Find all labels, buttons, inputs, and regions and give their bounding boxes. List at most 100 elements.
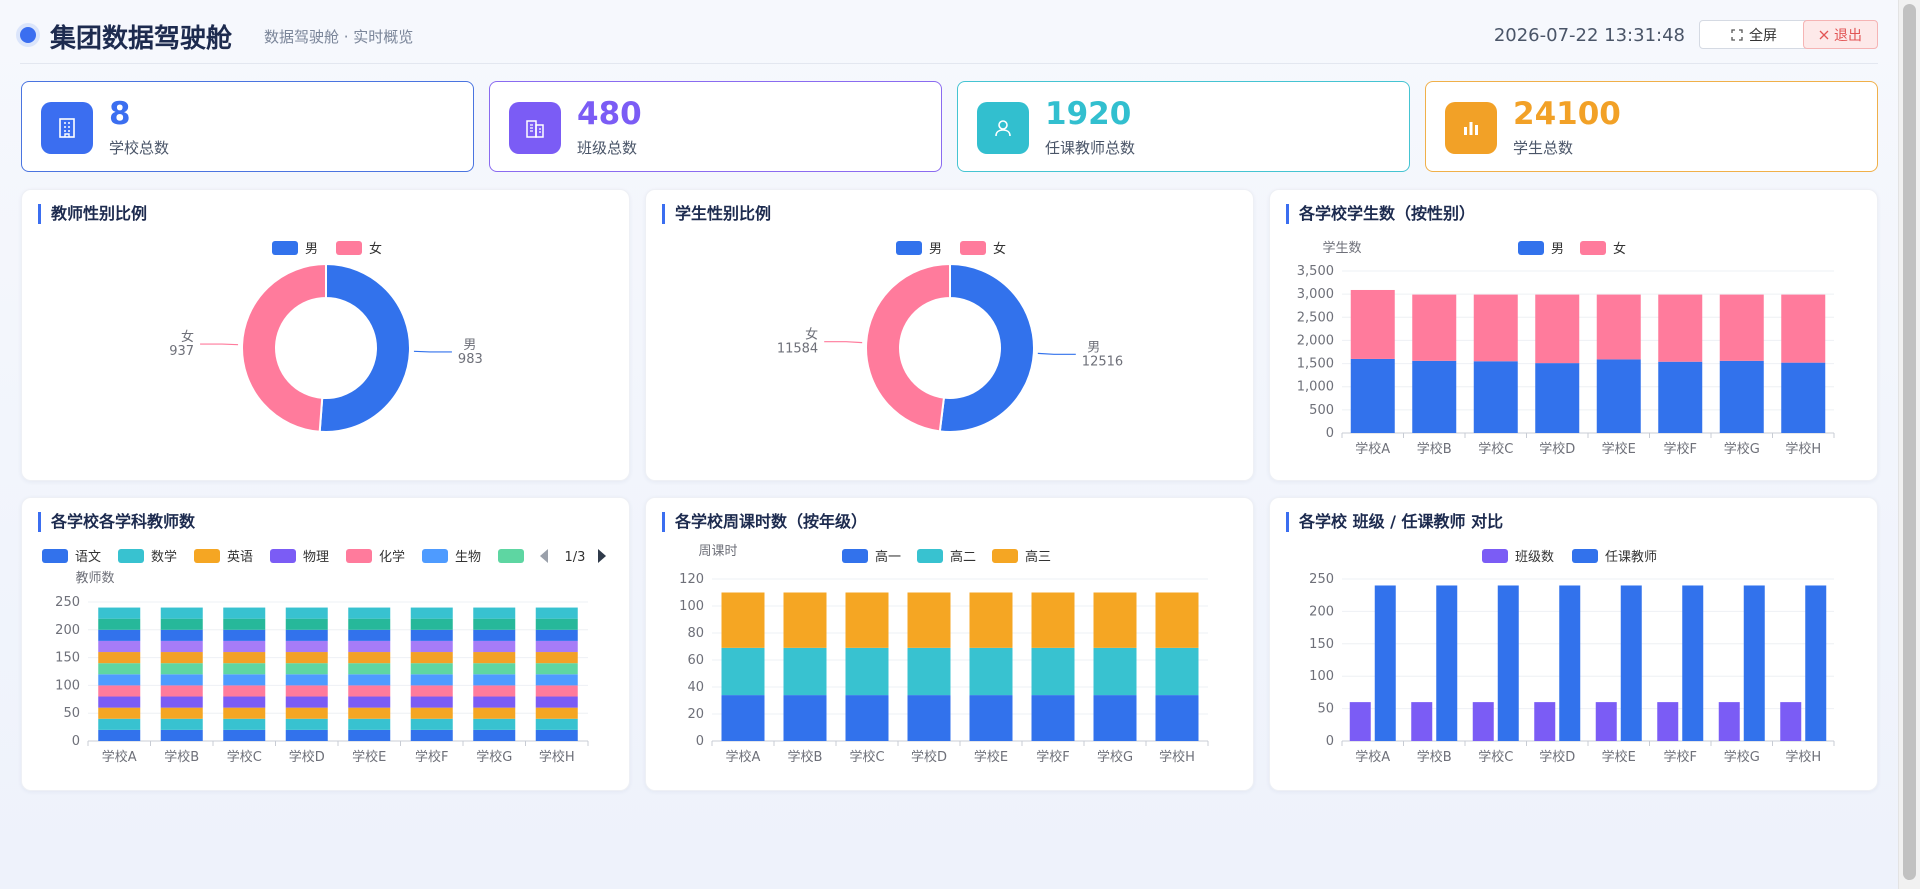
bar-segment — [721, 647, 765, 696]
bar-segment — [223, 685, 266, 697]
bar-segment — [410, 629, 453, 641]
bar-segment — [969, 592, 1013, 648]
bar-segment — [1093, 695, 1137, 741]
x-tick-label: 学校E — [1602, 749, 1636, 765]
bar-segment — [473, 607, 516, 619]
bar-segment — [473, 674, 516, 686]
bar-segment — [1031, 647, 1075, 696]
bar-segment — [1658, 361, 1703, 433]
stat-card-teachers: 1920 任课教师总数 — [957, 81, 1410, 172]
close-icon — [1819, 30, 1829, 39]
x-tick-label: 学校F — [415, 749, 448, 765]
x-tick-label: 学校G — [1097, 749, 1133, 765]
bar-segment — [1781, 294, 1826, 363]
bar-segment — [160, 663, 203, 675]
bar-segment — [98, 707, 141, 719]
bar-segment — [535, 607, 578, 619]
bar — [1472, 702, 1494, 741]
stat-value: 8 — [109, 96, 131, 132]
stat-value: 480 — [577, 96, 642, 132]
bar-segment — [98, 729, 141, 741]
bar-segment — [223, 674, 266, 686]
bar-segment — [721, 592, 765, 648]
legend-label: 英语 — [227, 550, 253, 565]
pie-label-line — [824, 341, 863, 344]
legend-label: 语文 — [75, 550, 101, 565]
legend-female-swatch — [960, 241, 986, 255]
teacher-gender-chart: 男女男983女937 — [169, 241, 483, 433]
bar-segment — [535, 729, 578, 741]
bar-segment — [285, 729, 328, 741]
bar-segment — [907, 647, 951, 696]
y-tick-label: 50 — [63, 706, 80, 721]
bar-segment — [223, 718, 266, 730]
panel-title: 学生性别比例 — [662, 204, 771, 224]
y-tick-label: 150 — [55, 651, 80, 666]
legend-next-icon — [598, 549, 606, 563]
y-tick-label: 100 — [55, 678, 80, 693]
legend-g3-swatch — [992, 549, 1018, 563]
y-tick-label: 3,500 — [1297, 264, 1334, 279]
bar-segment — [160, 629, 203, 641]
bar-segment — [98, 674, 141, 686]
x-tick-label: 学校H — [1785, 441, 1821, 457]
bar-segment — [1031, 592, 1075, 648]
fullscreen-button[interactable]: 全屏 — [1699, 20, 1809, 49]
bar — [1374, 585, 1396, 741]
bar-segment — [285, 663, 328, 675]
bar — [1411, 702, 1433, 741]
vertical-scrollbar[interactable] — [1898, 0, 1920, 889]
legend-female-label: 女 — [369, 241, 382, 257]
y-tick-label: 2,000 — [1297, 333, 1334, 348]
student-gender-chart: 男女男12516女11584 — [777, 241, 1123, 433]
stat-label: 班级总数 — [577, 139, 638, 157]
pie-label-value: 983 — [458, 352, 483, 367]
bar-segment — [410, 685, 453, 697]
bar-segment — [348, 685, 391, 697]
bar — [1682, 585, 1704, 741]
datetime-display: 2026-07-22 13:31:48 — [1493, 25, 1685, 46]
bar-segment — [1350, 358, 1395, 433]
bar-segment — [223, 707, 266, 719]
panel-subject-teachers: 语文 数学 英语 物理 化学 生物 1/3 教师数 0 50 100 150 200 250 学校A 学校B 学… — [21, 497, 630, 791]
stat-value: 24100 — [1513, 96, 1621, 132]
bar — [1559, 585, 1581, 741]
panel-title: 各学校学生数（按性别） — [1286, 204, 1475, 224]
bar-segment — [160, 652, 203, 664]
bar — [1805, 585, 1827, 741]
legend-teachers-swatch — [1572, 549, 1598, 563]
panel-title: 各学校 班级 / 任课教师 对比 — [1286, 512, 1503, 532]
bar-segment — [969, 647, 1013, 696]
y-tick-label: 40 — [687, 680, 704, 695]
pie-label-value: 937 — [169, 344, 194, 359]
x-tick-label: 学校F — [1664, 749, 1697, 765]
bar-segment — [160, 696, 203, 708]
exit-button[interactable]: 退出 — [1803, 20, 1878, 49]
bar-segment — [348, 618, 391, 630]
bar-segment — [845, 592, 889, 648]
legend-female-label: 女 — [1613, 241, 1626, 257]
bar-segment — [160, 685, 203, 697]
x-tick-label: 学校G — [476, 749, 512, 765]
x-tick-label: 学校C — [1478, 749, 1513, 765]
bar-segment — [348, 696, 391, 708]
legend-male-label: 男 — [929, 242, 942, 257]
bar-segment — [348, 674, 391, 686]
x-tick-label: 学校B — [788, 749, 823, 765]
panel-teacher-gender: 男女男 983 女 937 教师性别比例 — [21, 189, 630, 481]
y-axis-title: 学生数 — [1322, 240, 1361, 256]
bar-segment — [1781, 362, 1826, 433]
bar-segment — [160, 707, 203, 719]
y-tick-label: 100 — [679, 599, 704, 614]
x-tick-label: 学校C — [1478, 441, 1513, 457]
bar-segment — [285, 629, 328, 641]
scrollbar-thumb[interactable] — [1903, 4, 1916, 880]
bar — [1349, 702, 1371, 741]
pie-slice-male — [318, 262, 411, 433]
bar-segment — [1719, 360, 1764, 433]
legend-teachers-label: 任课教师 — [1605, 549, 1657, 565]
legend-swatch — [498, 549, 524, 563]
x-tick-label: 学校D — [1539, 441, 1575, 457]
bar-segment — [348, 607, 391, 619]
